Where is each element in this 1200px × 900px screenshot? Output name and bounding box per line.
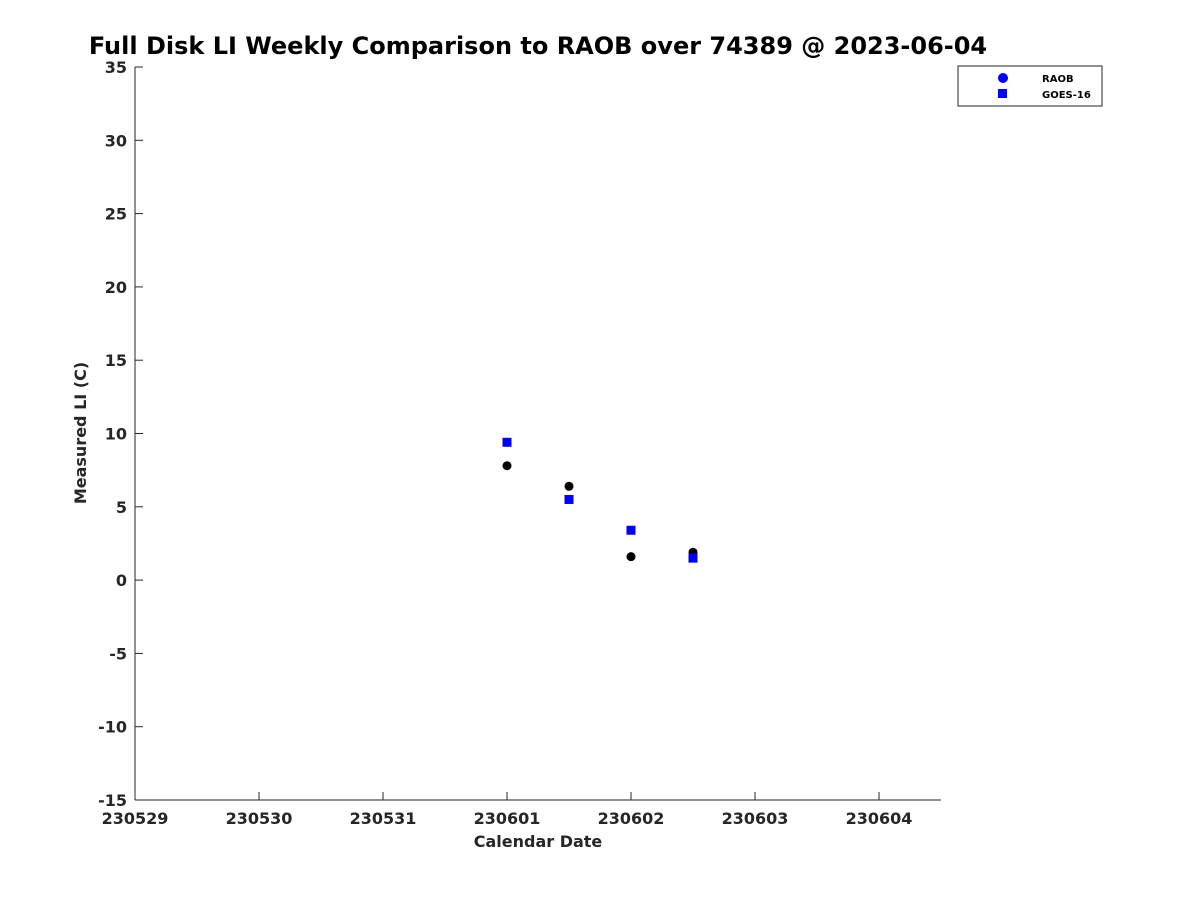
x-tick-label: 230603 bbox=[722, 809, 789, 828]
y-tick-label: 30 bbox=[105, 131, 127, 150]
goes-16-point bbox=[688, 553, 698, 563]
raob-point bbox=[502, 461, 512, 471]
raob-point bbox=[626, 552, 636, 562]
x-axis-ticks: 230529 230530 230531 230601 230602 230603 2306… bbox=[102, 792, 913, 828]
legend-raob-marker bbox=[998, 73, 1008, 83]
chart-title: Full Disk LI Weekly Comparison to RAOB o… bbox=[89, 32, 987, 60]
x-tick-label: 230529 bbox=[102, 809, 169, 828]
legend-goes-label: GOES-16 bbox=[1042, 90, 1091, 101]
x-tick-label: 230601 bbox=[474, 809, 541, 828]
y-tick-label: 35 bbox=[105, 58, 127, 77]
plot-axes bbox=[134, 67, 941, 801]
y-axis-label: Measured LI (C) bbox=[71, 362, 90, 504]
y-tick-label: 0 bbox=[116, 571, 127, 590]
y-tick-label: -10 bbox=[98, 718, 127, 737]
x-axis-label: Calendar Date bbox=[474, 832, 603, 851]
x-tick-label: 230604 bbox=[846, 809, 913, 828]
y-tick-label: 25 bbox=[105, 205, 127, 224]
legend-raob-label: RAOB bbox=[1042, 74, 1074, 85]
legend: RAOB GOES-16 bbox=[957, 65, 1103, 107]
y-tick-label: -15 bbox=[98, 791, 127, 810]
x-tick-label: 230531 bbox=[350, 809, 417, 828]
legend-goes-marker bbox=[998, 89, 1007, 98]
raob-point bbox=[564, 481, 574, 491]
y-tick-label: 20 bbox=[105, 278, 127, 297]
y-tick-label: 15 bbox=[105, 351, 127, 370]
x-tick-label: 230530 bbox=[226, 809, 293, 828]
y-tick-label: 10 bbox=[105, 425, 127, 444]
goes-16-point bbox=[626, 525, 636, 535]
data-points bbox=[502, 437, 698, 563]
legend-box bbox=[957, 65, 1103, 107]
goes-16-point bbox=[502, 437, 512, 447]
goes-16-point bbox=[564, 494, 574, 504]
y-tick-label: -5 bbox=[109, 644, 127, 663]
y-tick-label: 5 bbox=[116, 498, 127, 517]
x-tick-label: 230602 bbox=[598, 809, 665, 828]
y-axis-ticks: 35 30 25 20 15 10 5 0 -5 -10 -15 bbox=[98, 58, 143, 810]
